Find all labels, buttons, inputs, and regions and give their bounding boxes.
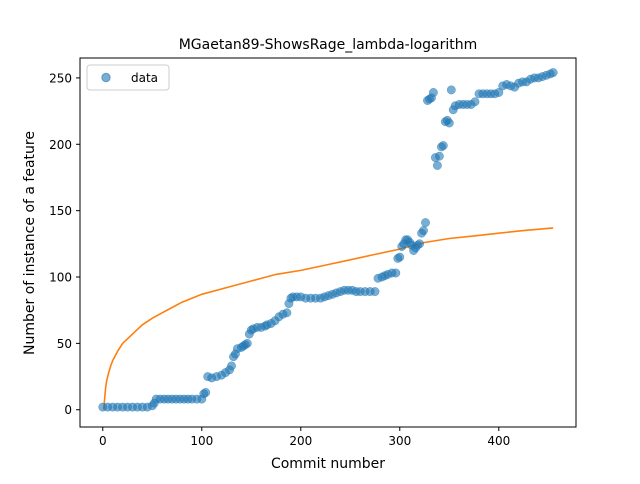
data-point <box>242 338 252 348</box>
data-point <box>227 361 236 371</box>
fit-line <box>103 227 554 410</box>
y-tick-label: 150 <box>49 204 72 218</box>
data-point <box>201 388 211 397</box>
x-tick-label: 100 <box>190 434 213 448</box>
x-tick-label: 300 <box>388 434 411 448</box>
x-tick-label: 200 <box>289 434 312 448</box>
y-tick-label: 50 <box>57 337 72 351</box>
y-axis-label: Number of instance of a feature <box>22 131 38 355</box>
data-point <box>421 218 430 228</box>
y-tick-label: 250 <box>49 71 72 85</box>
legend-box <box>86 64 170 91</box>
axes-frame <box>79 57 577 428</box>
data-point <box>434 151 444 161</box>
data-point <box>470 97 480 107</box>
legend-marker <box>101 72 111 83</box>
data-point <box>391 268 401 278</box>
data-point <box>395 252 405 262</box>
data-point <box>370 287 380 297</box>
data-point <box>282 308 292 318</box>
data-point <box>432 161 442 170</box>
data-point <box>446 85 456 95</box>
chart-title: MGaetan89-ShowsRage_lambda-logarithm <box>179 37 478 53</box>
data-point <box>428 88 438 97</box>
plot-area: 0 100 200 300 400 0 50 100 150 200 250 data <box>49 57 577 448</box>
y-tick-label: 100 <box>49 271 72 285</box>
data-point <box>415 239 425 249</box>
y-tick-label: 0 <box>64 403 72 417</box>
data-point <box>438 141 448 151</box>
x-tick-label: 0 <box>99 434 107 448</box>
legend-label: data <box>131 71 158 85</box>
data-point <box>444 118 454 128</box>
data-point <box>548 68 558 78</box>
data-point <box>419 226 428 236</box>
data-point <box>494 88 504 97</box>
x-tick-label: 400 <box>487 434 510 448</box>
y-tick-label: 200 <box>49 138 72 152</box>
x-axis-label: Commit number <box>271 456 385 472</box>
